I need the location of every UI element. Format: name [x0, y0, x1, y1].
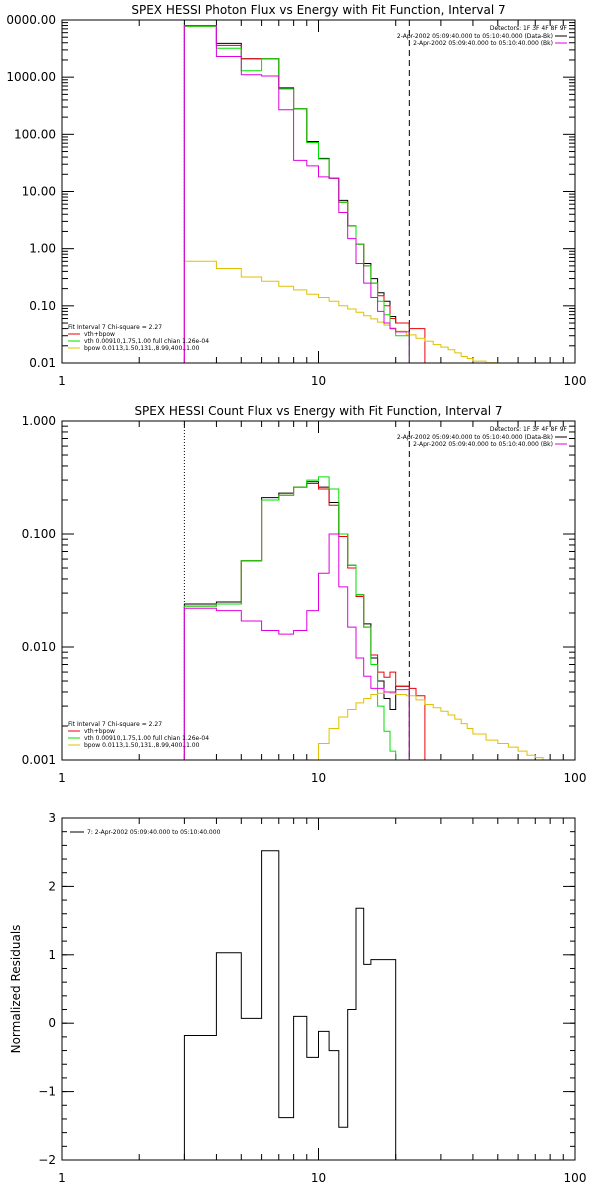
y-tick-label: 0.001: [22, 753, 56, 767]
y-tick-label: 0: [48, 1016, 56, 1030]
photon-flux-panel: SPEX HESSI Photon Flux vs Energy with Fi…: [6, 3, 586, 388]
legend-top-text: 2-Apr-2002 05:09:40.000 to 05:10:40.000 …: [397, 33, 553, 40]
x-tick-label: 100: [564, 374, 587, 388]
count-flux-panel: SPEX HESSI Count Flux vs Energy with Fit…: [22, 404, 587, 785]
legend-top-text: 2-Apr-2002 05:09:40.000 to 05:10:40.000 …: [413, 40, 553, 47]
x-tick-label: 10: [311, 374, 326, 388]
series-bpow-line: [318, 691, 564, 761]
y-tick-label: 1: [48, 948, 56, 962]
y-tick-label: 1.000: [22, 414, 56, 428]
legend-bottom-text: vth+bpow: [84, 728, 115, 735]
y-tick-label: 0.10: [29, 299, 56, 313]
y-tick-label: −2: [38, 1153, 56, 1167]
y-axis-label: Normalized Residuals: [9, 925, 23, 1054]
y-tick-label: 100.00: [14, 127, 56, 141]
legend-bottom-text: vth 0.00910,1.75,1.00 full chian 1.26e-0…: [84, 338, 209, 345]
series-vth-line: [183, 476, 410, 761]
legend-bottom-text: bpow 0.0113,1.50,131.,8.99,400.,1.00: [84, 742, 200, 749]
legend-top-text: 2-Apr-2002 05:09:40.000 to 05:10:40.000 …: [413, 441, 553, 448]
y-tick-label: 1.00: [29, 242, 56, 256]
detectors-label: Detectors: 1F 3F 4F 8F 9F: [490, 426, 568, 433]
fit-interval-label: Fit Interval 7 Chi-square = 2.27: [68, 324, 162, 331]
legend-bottom-text: vth 0.00910,1.75,1.00 full chian 1.26e-0…: [84, 735, 209, 742]
x-tick-label: 10: [311, 771, 326, 785]
y-tick-label: −1: [38, 1085, 56, 1099]
legend-bottom-text: bpow 0.0113,1.50,131.,8.99,400.,1.00: [84, 345, 200, 352]
chart-title: SPEX HESSI Count Flux vs Energy with Fit…: [134, 404, 502, 418]
x-tick-label: 1: [58, 771, 66, 785]
y-tick-label: 10.00: [22, 185, 56, 199]
plot-frame: [61, 817, 576, 1161]
x-tick-label: 100: [564, 771, 587, 785]
y-tick-label: 1000.00: [6, 70, 56, 84]
legend-top-text: 2-Apr-2002 05:09:40.000 to 05:10:40.000 …: [397, 434, 553, 441]
chart-title: SPEX HESSI Photon Flux vs Energy with Fi…: [131, 3, 505, 17]
legend-inline-text: 7: 2-Apr-2002 05:09:40.000 to 05:10:40.0…: [87, 829, 221, 836]
y-tick-label: 2: [48, 879, 56, 893]
x-tick-label: 1: [58, 1171, 66, 1185]
series-data-line: [183, 850, 397, 1160]
plot-frame: [61, 19, 576, 364]
y-tick-label: 0.010: [22, 640, 56, 654]
y-tick-label: 3: [48, 811, 56, 825]
x-tick-label: 1: [58, 374, 66, 388]
series-bk-line: [183, 533, 410, 760]
legend-bottom-text: vth+bpow: [84, 331, 115, 338]
x-tick-label: 10: [311, 1171, 326, 1185]
fit-interval-label: Fit Interval 7 Chi-square = 2.27: [68, 721, 162, 728]
y-tick-label: 0000.00: [6, 13, 56, 27]
y-tick-label: 0.100: [22, 527, 56, 541]
x-tick-label: 100: [564, 1171, 587, 1185]
y-tick-label: 0.01: [29, 356, 56, 370]
plot-frame: [61, 420, 576, 761]
detectors-label: Detectors: 1F 3F 4F 8F 9F: [490, 25, 568, 32]
series-bk-line: [183, 25, 410, 363]
